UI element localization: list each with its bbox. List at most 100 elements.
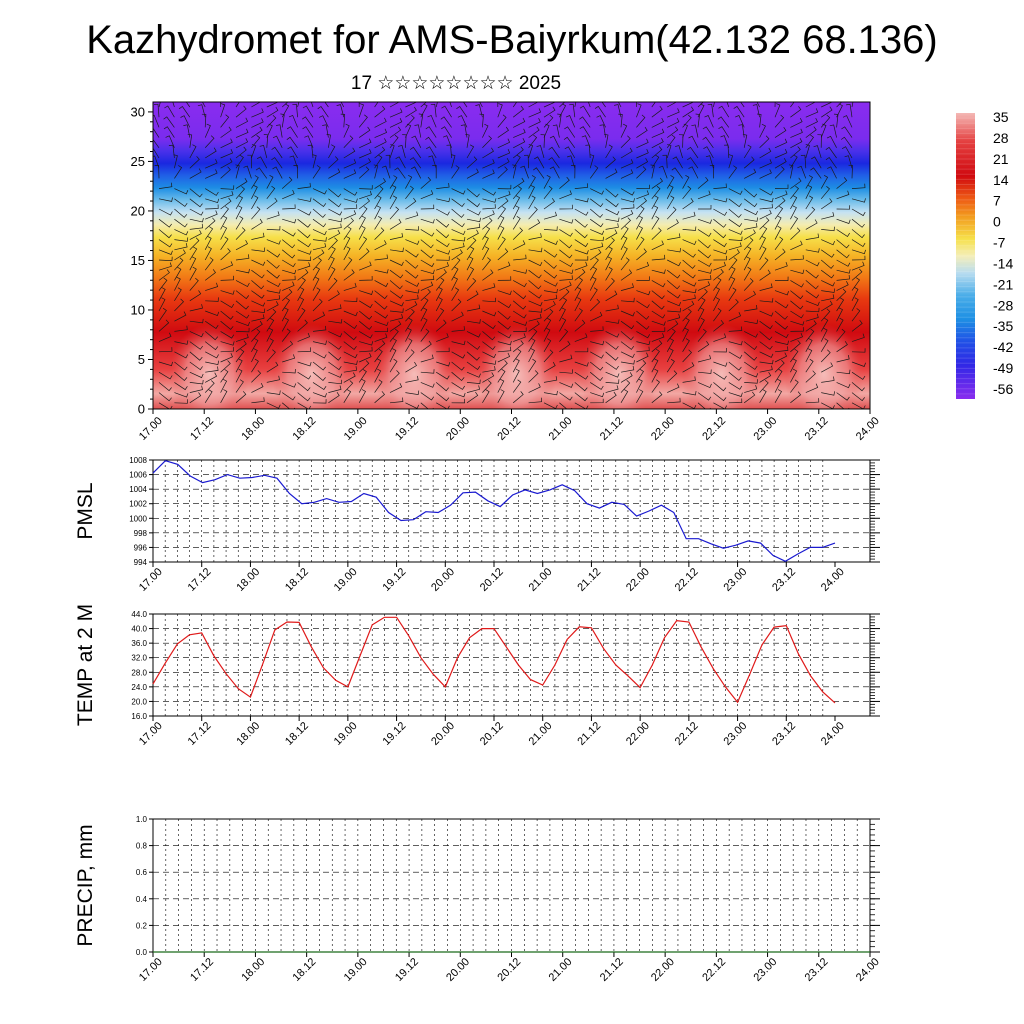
wind-barb <box>820 174 829 189</box>
wind-barb <box>543 349 554 363</box>
wind-barb <box>389 126 402 138</box>
x-tick-label: 17.12 <box>188 956 216 984</box>
colorbar-label: -28 <box>993 297 1013 313</box>
wind-barb <box>743 351 758 361</box>
wind-barb <box>297 182 311 189</box>
wind-barb <box>297 332 311 342</box>
wind-barb <box>688 166 699 179</box>
wind-barb <box>312 311 326 322</box>
pmsl-panel: 994 996 998 1000 1002 1004 1006 1008 17.00 17.12 1… <box>74 456 880 594</box>
wind-barb <box>389 134 399 149</box>
wind-barb <box>774 310 788 320</box>
x-tick-label: 24.00 <box>819 720 847 748</box>
wind-barb <box>790 205 797 220</box>
wind-barb <box>405 361 417 373</box>
wind-barb <box>220 347 234 353</box>
wind-barb <box>821 106 833 118</box>
wind-barb <box>297 277 306 291</box>
wind-barb <box>759 123 766 138</box>
wind-barb <box>774 290 789 296</box>
wind-barb <box>524 154 529 169</box>
wind-barb <box>235 164 240 179</box>
wind-barb <box>651 105 663 118</box>
wind-barb <box>790 310 804 319</box>
wind-barb <box>482 198 497 203</box>
colorbar-label: -42 <box>993 339 1013 355</box>
wind-barb <box>435 319 447 332</box>
wind-barb <box>574 239 589 248</box>
y-tick-label: 1000 <box>129 514 147 523</box>
wind-barb <box>435 218 450 228</box>
wind-barb <box>282 392 296 401</box>
wind-barb <box>512 105 524 118</box>
wind-barb <box>427 114 437 128</box>
wind-barb <box>173 154 178 169</box>
wind-barb <box>667 307 681 313</box>
wind-barb <box>636 248 647 261</box>
wind-barb <box>605 371 620 378</box>
wind-barb <box>774 114 785 128</box>
wind-barb <box>343 198 358 203</box>
y-tick-label: 996 <box>134 543 148 552</box>
wind-barb <box>836 205 851 210</box>
colorbar-ramp <box>956 113 975 399</box>
wind-barb <box>405 289 420 294</box>
wind-barb <box>543 317 552 332</box>
wind-barb <box>532 167 545 179</box>
wind-barb <box>574 249 589 255</box>
wind-barb <box>513 320 528 326</box>
x-tick-label: 18.12 <box>291 415 319 443</box>
wind-barb <box>442 135 452 148</box>
wind-barb <box>266 308 277 322</box>
x-tick-label: 22.12 <box>673 566 701 594</box>
wind-barb <box>460 124 468 138</box>
wind-barb <box>435 268 447 281</box>
wind-barb <box>266 249 281 258</box>
wind-barb <box>220 275 234 281</box>
wind-barb <box>667 383 680 393</box>
wind-barb <box>605 256 612 271</box>
wind-barb <box>451 236 466 242</box>
wind-barb <box>651 216 660 230</box>
wind-barb <box>326 134 331 148</box>
wind-barb <box>205 147 217 159</box>
wind-barb <box>297 249 312 255</box>
wind-barb <box>343 246 351 261</box>
wind-barb <box>435 308 445 322</box>
x-tick-label: 23.12 <box>803 415 831 443</box>
wind-barb <box>374 368 382 383</box>
wind-barb <box>744 217 759 222</box>
wind-barb <box>651 348 660 363</box>
wind-barb <box>811 156 822 169</box>
wind-barb <box>759 359 774 365</box>
wind-barb <box>174 165 183 179</box>
wind-barb <box>589 154 595 169</box>
wind-barb <box>620 320 635 330</box>
x-tick-label: 17.00 <box>137 956 165 984</box>
wind-barb <box>293 165 298 179</box>
x-tick-label: 19.00 <box>342 956 370 984</box>
wind-barb <box>374 105 386 118</box>
wind-barb <box>605 391 617 404</box>
wind-barb <box>359 346 373 353</box>
wind-barb <box>651 391 663 404</box>
wind-barb <box>548 146 560 159</box>
wind-barb <box>312 399 327 404</box>
wind-barb <box>251 308 266 313</box>
wind-barb <box>482 123 489 138</box>
wind-barb <box>851 198 866 203</box>
wind-barb <box>220 310 234 320</box>
wind-barb <box>457 115 468 128</box>
wind-barb <box>482 217 493 230</box>
wind-barb <box>235 117 249 128</box>
wind-barb <box>220 166 231 179</box>
wind-barb <box>620 123 628 138</box>
wind-barb <box>744 385 758 393</box>
y-tick-label: 20.0 <box>131 697 147 706</box>
wind-barb <box>312 382 327 390</box>
wind-barb <box>189 351 203 361</box>
wind-barb <box>774 184 789 189</box>
wind-barb <box>697 369 712 374</box>
wind-barb <box>466 385 481 393</box>
wind-barb <box>559 229 573 237</box>
